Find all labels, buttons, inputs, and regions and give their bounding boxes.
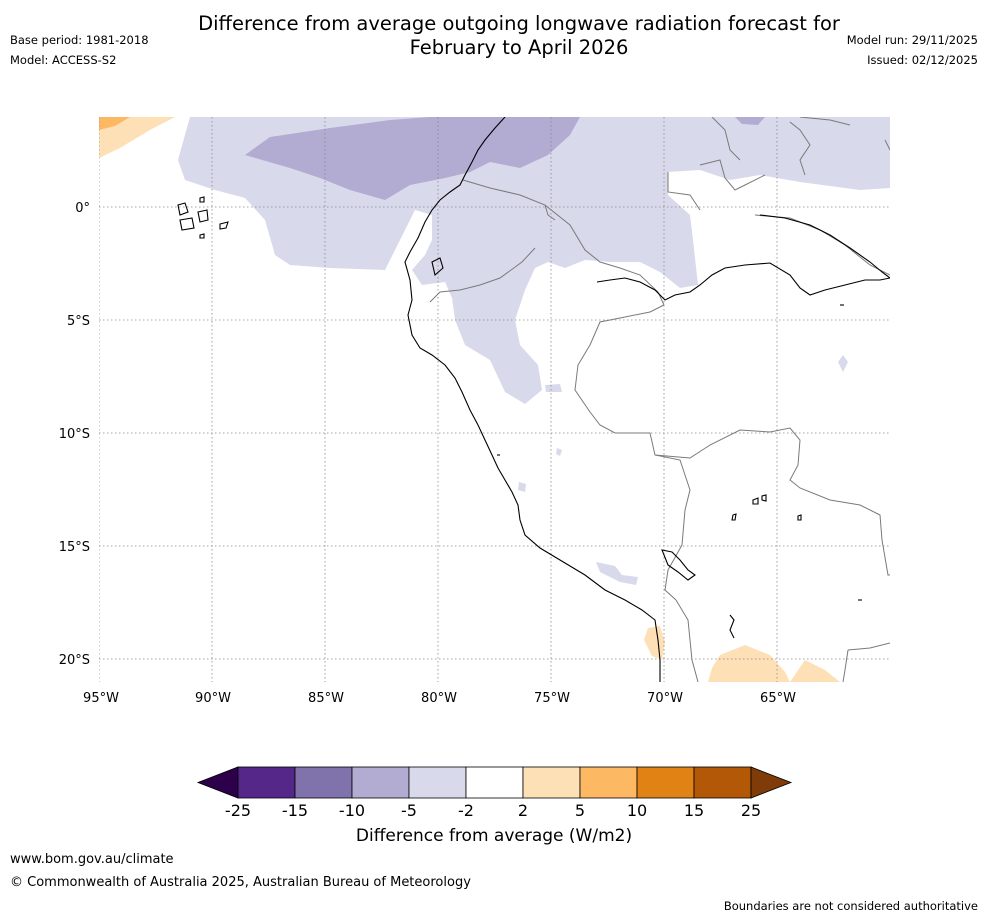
colorbar-bin <box>294 766 353 799</box>
anomaly-patch-light-purple <box>596 562 638 585</box>
colorbar-tick-label: 5 <box>575 801 585 820</box>
issued-text: Issued: 02/12/2025 <box>867 53 978 67</box>
country-borders <box>429 117 890 682</box>
info-left: Base period: 1981-2018 Model: ACCESS-S2 <box>10 30 149 70</box>
colorbar-bin <box>465 766 524 799</box>
colorbar-tick-label: 2 <box>518 801 528 820</box>
model-run-text: Model run: 29/11/2025 <box>846 33 978 47</box>
latitude-labels: 0° 5°S 10°S 15°S 20°S <box>59 201 90 668</box>
colorbar-tick-label: -10 <box>339 801 365 820</box>
anomaly-region-purple <box>735 117 765 125</box>
colorbar-extend-min <box>196 766 239 799</box>
anomaly-patch-light-purple <box>545 384 562 392</box>
chart-title: Difference from average outgoing longwav… <box>0 12 988 60</box>
colorbar-tick-label: -15 <box>282 801 308 820</box>
colorbar-tick-label: 15 <box>684 801 704 820</box>
anomaly-patch-light-purple <box>556 448 562 456</box>
anomaly-patch-light-purple <box>518 482 526 492</box>
anomaly-region-purple <box>245 117 580 200</box>
colorbar-bin <box>351 766 410 799</box>
anomaly-patch-light-purple <box>838 355 848 372</box>
anomaly-region-light-orange <box>708 645 790 682</box>
anomaly-region-light-orange <box>99 117 175 158</box>
colorbar-bin <box>237 766 296 799</box>
model-text: Model: ACCESS-S2 <box>10 53 117 67</box>
colorbar: -25 -15 -10 -5 -2 2 5 10 15 25 <box>196 766 793 820</box>
lat-label: 15°S <box>59 540 90 555</box>
forecast-map: 0° 5°S 10°S 15°S 20°S 95°W 90°W 85°W 80°… <box>59 117 890 820</box>
footer-copyright: © Commonwealth of Australia 2025, Austra… <box>10 875 471 890</box>
lon-label: 75°W <box>534 691 570 706</box>
footer-disclaimer: Boundaries are not considered authoritat… <box>723 899 978 913</box>
lon-label: 95°W <box>83 691 119 706</box>
colorbar-tick-label: -5 <box>401 801 417 820</box>
colorbar-tick-label: -2 <box>458 801 474 820</box>
longitude-labels: 95°W 90°W 85°W 80°W 75°W 70°W 65°W <box>83 691 796 706</box>
colorbar-bin <box>636 766 695 799</box>
lat-label: 5°S <box>67 314 90 329</box>
colorbar-tick-label: 10 <box>627 801 647 820</box>
colorbar-bin <box>408 766 467 799</box>
lon-label: 65°W <box>760 691 796 706</box>
lon-label: 70°W <box>647 691 683 706</box>
colorbar-tick-label: 25 <box>741 801 761 820</box>
anomaly-region-light-orange <box>790 660 840 682</box>
lon-label: 90°W <box>195 691 231 706</box>
colorbar-bin <box>522 766 581 799</box>
lat-label: 0° <box>75 201 90 216</box>
colorbar-bin <box>693 766 752 799</box>
footer-url[interactable]: www.bom.gov.au/climate <box>10 852 174 867</box>
colorbar-title: Difference from average (W/m2) <box>355 826 633 846</box>
lat-label: 20°S <box>59 653 90 668</box>
lon-label: 80°W <box>421 691 457 706</box>
lat-label: 10°S <box>59 427 90 442</box>
info-right: Model run: 29/11/2025 Issued: 02/12/2025 <box>847 30 978 70</box>
anomaly-region-orange <box>99 117 130 130</box>
title-line-2: February to April 2026 <box>409 36 629 59</box>
anomaly-region-light-orange <box>644 626 665 660</box>
colorbar-extend-max <box>750 766 793 799</box>
colorbar-tick-label: -25 <box>225 801 251 820</box>
title-line-1: Difference from average outgoing longwav… <box>198 12 840 35</box>
base-period-text: Base period: 1981-2018 <box>10 33 149 47</box>
colorbar-bin <box>579 766 638 799</box>
coastlines <box>177 117 890 682</box>
lon-label: 85°W <box>308 691 344 706</box>
